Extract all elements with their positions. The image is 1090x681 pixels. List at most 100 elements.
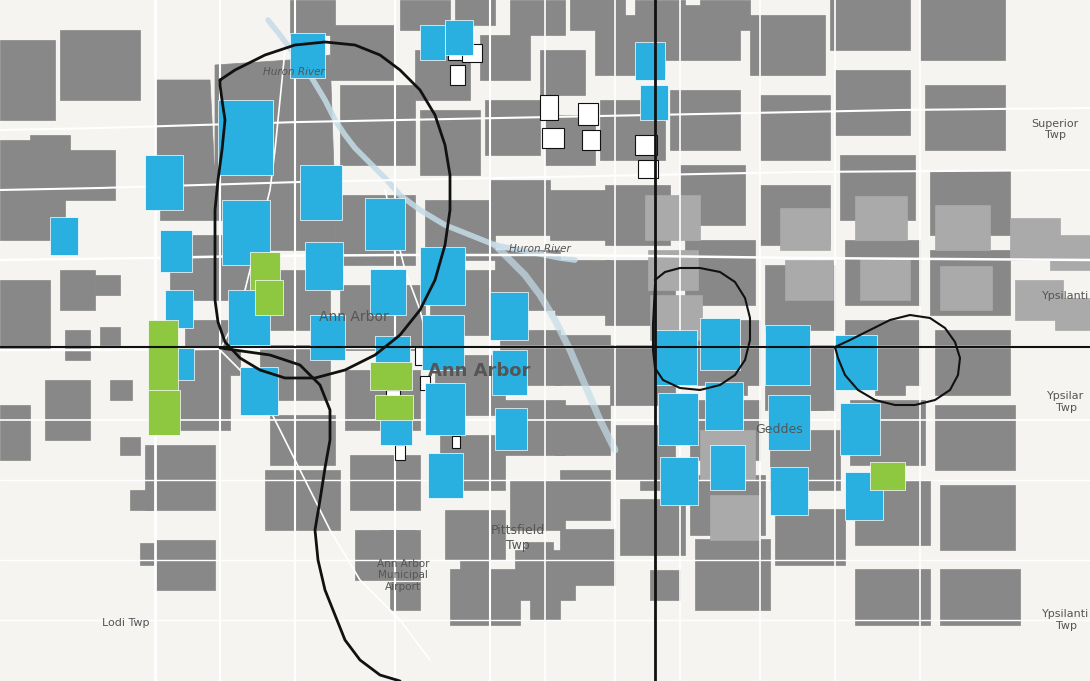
Bar [555, 335, 610, 385]
Text: Ypsilar
Twp: Ypsilar Twp [1047, 391, 1085, 413]
Bar [935, 205, 990, 250]
Bar [222, 200, 270, 265]
Bar [31, 135, 70, 175]
Bar [420, 247, 465, 305]
Bar [300, 165, 342, 220]
Bar [240, 367, 278, 415]
Bar [775, 509, 845, 565]
Bar [855, 196, 907, 240]
Bar [425, 200, 495, 260]
Bar [465, 590, 493, 620]
Bar [350, 455, 420, 510]
Bar [560, 470, 610, 520]
Bar [480, 35, 530, 80]
Bar [375, 395, 413, 420]
Bar [450, 569, 520, 625]
Bar [710, 495, 760, 540]
Text: Ann Arbor: Ann Arbor [319, 310, 389, 323]
Text: Pittsfield
Twp: Pittsfield Twp [490, 524, 545, 552]
Bar [0, 280, 50, 350]
Bar [940, 266, 992, 310]
Bar [65, 330, 90, 360]
Bar [525, 542, 553, 570]
Bar [658, 393, 698, 445]
Text: Superior
Twp: Superior Twp [1031, 118, 1079, 140]
Bar [638, 160, 658, 178]
Bar [661, 457, 698, 505]
Bar [420, 376, 429, 390]
Bar [0, 405, 31, 460]
Bar [415, 50, 470, 100]
Bar [925, 85, 1005, 150]
Bar [290, 0, 335, 35]
Polygon shape [215, 55, 335, 230]
Bar [460, 547, 490, 575]
Bar [550, 190, 605, 240]
Bar [165, 290, 193, 328]
Bar [685, 320, 760, 385]
Bar [680, 165, 744, 225]
Bar [255, 280, 283, 315]
Bar [655, 330, 697, 385]
Bar [530, 590, 560, 620]
Bar [835, 70, 910, 135]
Bar [395, 445, 405, 460]
Bar [860, 258, 910, 300]
Bar [610, 345, 675, 405]
Text: Ypsilanti
Twp: Ypsilanti Twp [1042, 609, 1090, 631]
Bar [795, 382, 825, 410]
Text: Geddes: Geddes [755, 422, 803, 436]
Bar [130, 490, 155, 510]
Bar [645, 195, 700, 240]
Bar [935, 405, 1015, 470]
Bar [840, 403, 880, 455]
Bar [650, 570, 680, 600]
Bar [705, 382, 743, 430]
Bar [370, 362, 412, 390]
Bar [845, 320, 920, 385]
Bar [710, 445, 744, 490]
Bar [510, 0, 565, 35]
Bar [450, 416, 458, 430]
Bar [1015, 280, 1063, 320]
Bar [120, 437, 140, 455]
Bar [95, 275, 120, 295]
Bar [715, 367, 747, 395]
Bar [695, 539, 770, 610]
Bar [492, 350, 526, 395]
Bar [850, 400, 925, 465]
Bar [570, 0, 625, 30]
Bar [386, 390, 400, 410]
Bar [452, 436, 460, 448]
Bar [840, 155, 915, 220]
Bar [60, 270, 95, 310]
Bar [50, 217, 78, 255]
Bar [0, 140, 65, 240]
Polygon shape [155, 80, 215, 195]
Bar [270, 415, 335, 465]
Bar [495, 408, 526, 450]
Bar [310, 315, 346, 360]
Bar [845, 472, 883, 520]
Bar [560, 529, 615, 585]
Bar [760, 185, 829, 245]
Bar [148, 320, 178, 400]
Bar [542, 128, 564, 148]
Text: Ypsilanti: Ypsilanti [1042, 291, 1090, 301]
Bar [110, 380, 132, 400]
Bar [605, 260, 675, 325]
Bar [400, 0, 450, 30]
Bar [265, 470, 340, 530]
Bar [490, 292, 528, 340]
Bar [690, 400, 760, 460]
Bar [855, 480, 930, 545]
Bar [170, 348, 194, 380]
Bar [380, 342, 392, 360]
Bar [595, 15, 665, 75]
Bar [240, 185, 335, 250]
Bar [450, 65, 465, 85]
Bar [490, 180, 550, 235]
Bar [555, 405, 610, 455]
Bar [148, 390, 180, 435]
Bar [160, 230, 192, 272]
